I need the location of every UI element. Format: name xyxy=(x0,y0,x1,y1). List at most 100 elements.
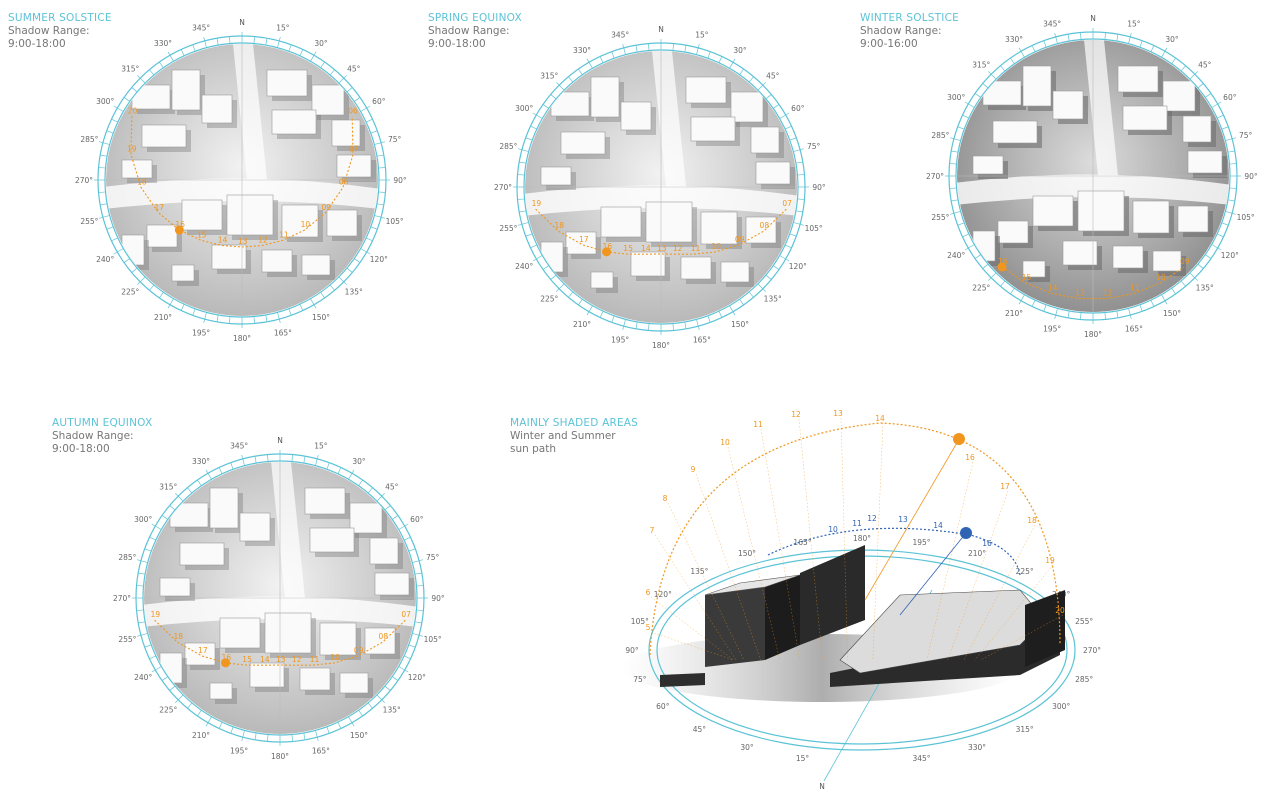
compass-tick xyxy=(622,43,626,55)
panel-title: AUTUMN EQUINOX xyxy=(52,417,153,429)
compass-tick xyxy=(144,644,152,648)
compass-tick xyxy=(346,267,353,273)
degree-label: 270° xyxy=(113,594,131,603)
building xyxy=(209,682,233,700)
degree-label: 285° xyxy=(499,142,517,151)
compass-tick xyxy=(98,215,110,219)
compass-tick xyxy=(795,210,803,213)
building xyxy=(121,159,153,179)
hour-label: 12 xyxy=(791,410,801,419)
compass-tick xyxy=(1139,40,1143,48)
degree-label: 135° xyxy=(1196,284,1214,293)
hour-label: 10 xyxy=(828,525,838,534)
hour-line xyxy=(926,461,974,661)
shadow-range-label: Shadow Range: xyxy=(52,430,134,442)
compass-tick xyxy=(265,314,268,322)
compass-tick xyxy=(1104,32,1106,40)
building xyxy=(261,249,293,273)
compass-tick xyxy=(988,272,997,281)
compass-tick xyxy=(684,321,687,329)
panel-caption: WINTER SOLSTICE Shadow Range: 9:00-16:00 xyxy=(860,12,959,51)
degree-label: 300° xyxy=(947,93,965,102)
panel-caption: SPRING EQUINOX Shadow Range: 9:00-18:00 xyxy=(428,12,522,51)
panel-caption: AUTUMN EQUINOX Shadow Range: 9:00-18:00 xyxy=(52,417,152,456)
degree-label: 300° xyxy=(1052,702,1070,711)
compass-tick xyxy=(550,94,557,100)
hour-line xyxy=(963,524,1036,661)
building xyxy=(299,667,331,691)
compass-tick xyxy=(1227,150,1235,153)
building xyxy=(349,502,383,534)
compass-tick xyxy=(1010,288,1015,295)
hour-label: 19 xyxy=(127,145,137,154)
building xyxy=(169,502,209,528)
north-label: N xyxy=(239,18,245,27)
compass-tick xyxy=(136,609,144,611)
degree-label: 105° xyxy=(631,617,649,626)
hour-label: 11 xyxy=(279,230,289,239)
building xyxy=(1077,190,1125,232)
degree-label: 270° xyxy=(75,176,93,185)
building xyxy=(364,627,396,655)
compass-tick xyxy=(1161,294,1168,305)
building xyxy=(1032,195,1074,227)
compass-tick xyxy=(696,319,700,331)
building xyxy=(171,69,201,111)
compass-tick xyxy=(1116,34,1119,42)
degree-label: 255° xyxy=(931,213,949,222)
degree-label: 300° xyxy=(134,515,152,524)
compass-tick xyxy=(568,291,574,298)
building xyxy=(745,216,777,244)
compass-tick xyxy=(374,141,386,145)
compass-tick xyxy=(949,211,961,215)
sun-path-diagram: N 15° 30° 45° 60° 75° 90° 105° 120° 135° 150° 165° 1… xyxy=(113,436,445,761)
hour-label: 17 xyxy=(154,203,164,212)
compass-tick xyxy=(1217,114,1224,119)
degree-label: 75° xyxy=(633,675,647,684)
sun-path xyxy=(154,619,406,666)
building xyxy=(301,254,331,276)
sun-path xyxy=(130,116,354,248)
compass-tick xyxy=(366,118,373,123)
perspective-sun-path: 15° 30° 45° 60° 75° 90° 105° 120° 135° 150° 165° 18… xyxy=(622,409,1101,791)
building xyxy=(226,194,274,236)
building xyxy=(309,527,355,553)
hour-label: 07 xyxy=(401,610,411,619)
compass-tick xyxy=(192,44,196,52)
compass-tick xyxy=(376,203,384,206)
hour-label: 18 xyxy=(1027,516,1037,525)
panel-subtitle: Winter and Summer xyxy=(510,430,616,442)
compass-tick xyxy=(412,633,424,637)
compass-tick xyxy=(374,215,386,219)
hour-label: 07 xyxy=(349,145,359,154)
building-wall xyxy=(1025,590,1065,667)
compass-tick xyxy=(542,104,549,109)
compass-tick xyxy=(1054,308,1058,320)
compass-tick xyxy=(414,621,422,624)
compass-tick xyxy=(337,467,342,474)
hour-line xyxy=(650,631,734,661)
building xyxy=(146,224,178,248)
compass-tick xyxy=(962,233,969,238)
compass-tick xyxy=(1031,45,1036,52)
compass-tick xyxy=(404,655,411,660)
compass-tick xyxy=(404,536,411,541)
compass-tick xyxy=(964,244,975,251)
building xyxy=(159,577,191,597)
sun-ray xyxy=(864,440,959,601)
compass-tick xyxy=(366,237,373,242)
hour-label: 10 xyxy=(711,242,721,251)
degree-label: 30° xyxy=(1165,35,1179,44)
hour-label: 20 xyxy=(128,106,138,115)
building xyxy=(209,487,239,529)
degree-label: 330° xyxy=(573,46,591,55)
compass-tick xyxy=(765,274,772,280)
building xyxy=(765,575,800,660)
hour-label: 10 xyxy=(301,220,311,229)
panel-caption: SUMMER SOLSTICE Shadow Range: 9:00-18:00 xyxy=(8,12,112,51)
degree-label: 195° xyxy=(230,747,248,756)
building xyxy=(331,119,361,147)
compass-tick xyxy=(98,141,110,145)
compass-tick xyxy=(106,226,114,230)
building xyxy=(1177,205,1209,233)
